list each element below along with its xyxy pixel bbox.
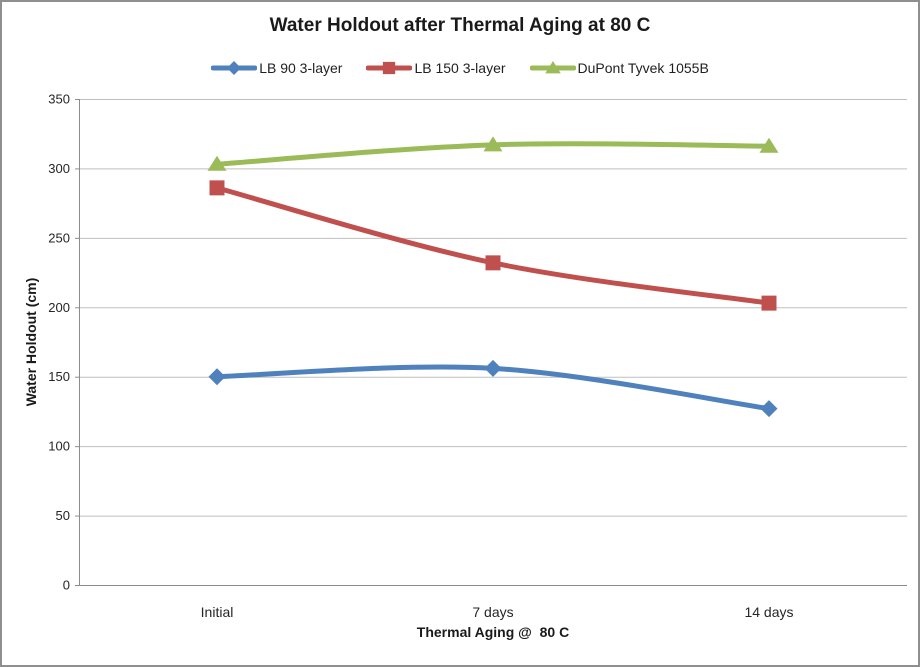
y-tick-label: 50 bbox=[56, 508, 70, 523]
marker-square-lb-150-3-layer-7-days bbox=[485, 255, 501, 271]
marker-square-lb-150-3-layer-initial bbox=[209, 180, 225, 196]
y-tick-label: 200 bbox=[48, 300, 70, 315]
marker-diamond-lb-90-3-layer-initial bbox=[208, 368, 226, 386]
y-tick-label: 0 bbox=[63, 578, 70, 593]
marker-triangle-dupont-tyvek-1055b-7-days bbox=[483, 136, 503, 152]
legend-item-lb-90-3-layer: LB 90 3-layer bbox=[211, 58, 342, 78]
legend-item-dupont-tyvek-1055b: DuPont Tyvek 1055B bbox=[529, 58, 709, 78]
x-category-label: 7 days bbox=[472, 604, 513, 620]
y-axis-title: Water Holdout (cm) bbox=[23, 277, 39, 407]
legend-marker-glyph bbox=[383, 61, 396, 75]
marker-triangle-dupont-tyvek-1055b-14-days bbox=[759, 137, 779, 153]
y-tick-label: 150 bbox=[48, 369, 70, 384]
x-category-label: Initial bbox=[201, 604, 234, 620]
y-tick-label: 350 bbox=[48, 92, 70, 107]
x-category-label: 14 days bbox=[744, 604, 793, 620]
y-tick-label: 250 bbox=[48, 230, 70, 245]
y-tick-label: 300 bbox=[48, 161, 70, 176]
legend-label: DuPont Tyvek 1055B bbox=[577, 60, 709, 76]
legend-square-marker-icon bbox=[366, 61, 413, 75]
legend-label: LB 150 3-layer bbox=[414, 60, 506, 76]
legend-item-lb-150-3-layer: LB 150 3-layer bbox=[366, 58, 506, 78]
legend-triangle-marker-icon bbox=[529, 61, 576, 74]
legend-marker-glyph bbox=[227, 61, 242, 75]
y-tick-label: 100 bbox=[48, 439, 70, 454]
legend-diamond-marker-icon bbox=[211, 61, 258, 75]
marker-square-lb-150-3-layer-14-days bbox=[761, 295, 777, 311]
legend-marker-glyph bbox=[544, 61, 561, 74]
x-axis-title: Thermal Aging @ 80 C bbox=[416, 624, 570, 640]
legend: LB 90 3-layer LB 150 3-layer DuPont Tyvek … bbox=[2, 56, 918, 80]
marker-triangle-dupont-tyvek-1055b-initial bbox=[207, 155, 227, 171]
marker-diamond-lb-90-3-layer-14-days bbox=[760, 400, 778, 418]
chart-title: Water Holdout after Thermal Aging at 80 … bbox=[269, 15, 651, 36]
marker-diamond-lb-90-3-layer-7-days bbox=[484, 359, 502, 377]
legend-label: LB 90 3-layer bbox=[259, 60, 343, 76]
series-line-lb-150-3-layer bbox=[214, 185, 772, 306]
